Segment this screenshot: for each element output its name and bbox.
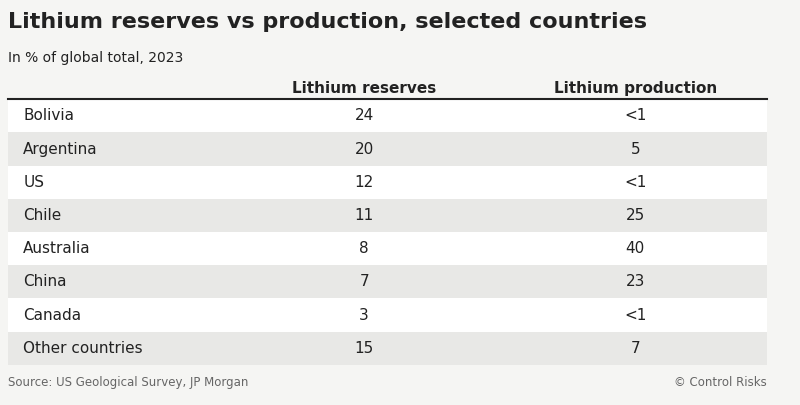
Text: In % of global total, 2023: In % of global total, 2023 bbox=[8, 51, 183, 65]
Text: Argentina: Argentina bbox=[23, 141, 98, 157]
Text: Australia: Australia bbox=[23, 241, 91, 256]
Bar bbox=[8, 132, 767, 166]
Text: 40: 40 bbox=[626, 241, 645, 256]
Bar bbox=[8, 166, 767, 199]
Text: Lithium reserves: Lithium reserves bbox=[292, 81, 436, 96]
Text: Other countries: Other countries bbox=[23, 341, 143, 356]
Text: Lithium reserves vs production, selected countries: Lithium reserves vs production, selected… bbox=[8, 12, 646, 32]
Text: 3: 3 bbox=[359, 307, 369, 323]
Text: 7: 7 bbox=[359, 274, 369, 290]
Text: <1: <1 bbox=[624, 108, 646, 124]
Text: 12: 12 bbox=[354, 175, 374, 190]
Text: Bolivia: Bolivia bbox=[23, 108, 74, 124]
Text: Chile: Chile bbox=[23, 208, 62, 223]
Text: 15: 15 bbox=[354, 341, 374, 356]
Text: 20: 20 bbox=[354, 141, 374, 157]
Text: 23: 23 bbox=[626, 274, 645, 290]
Text: China: China bbox=[23, 274, 66, 290]
Text: <1: <1 bbox=[624, 175, 646, 190]
Text: <1: <1 bbox=[624, 307, 646, 323]
Text: 8: 8 bbox=[359, 241, 369, 256]
Text: US: US bbox=[23, 175, 44, 190]
Text: 5: 5 bbox=[630, 141, 640, 157]
Bar bbox=[8, 265, 767, 298]
Bar bbox=[8, 298, 767, 332]
Text: Lithium production: Lithium production bbox=[554, 81, 717, 96]
Text: 25: 25 bbox=[626, 208, 645, 223]
Text: Canada: Canada bbox=[23, 307, 82, 323]
Text: 24: 24 bbox=[354, 108, 374, 124]
Bar bbox=[8, 232, 767, 265]
Text: 11: 11 bbox=[354, 208, 374, 223]
Bar bbox=[8, 99, 767, 132]
Bar bbox=[8, 199, 767, 232]
Bar bbox=[8, 332, 767, 365]
Text: 7: 7 bbox=[630, 341, 640, 356]
Text: Source: US Geological Survey, JP Morgan: Source: US Geological Survey, JP Morgan bbox=[8, 376, 248, 389]
Text: © Control Risks: © Control Risks bbox=[674, 376, 767, 389]
